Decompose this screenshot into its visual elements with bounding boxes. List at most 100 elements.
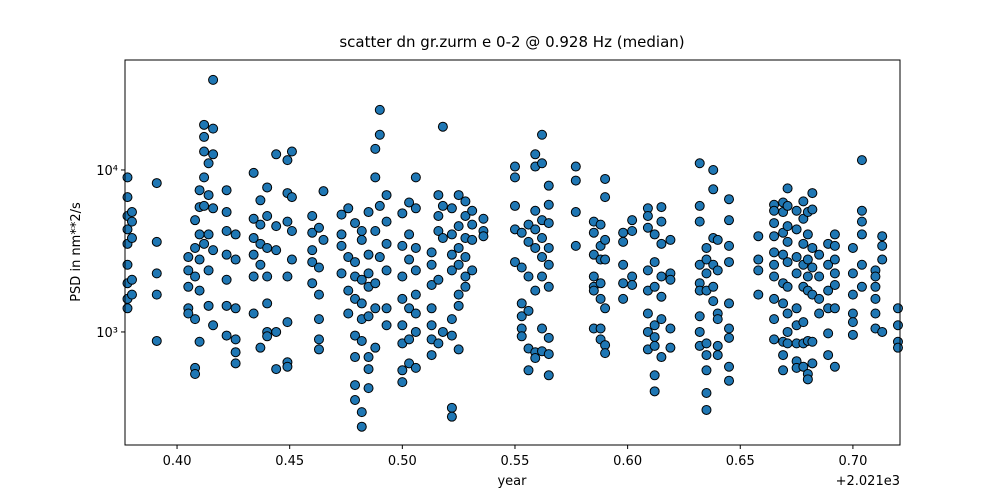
point bbox=[248, 233, 259, 244]
point bbox=[262, 210, 273, 221]
point bbox=[712, 350, 723, 361]
x-tick-label: 0.40 bbox=[163, 454, 192, 469]
point bbox=[724, 375, 735, 386]
point bbox=[712, 234, 723, 245]
point bbox=[778, 298, 789, 309]
point bbox=[588, 227, 599, 238]
point bbox=[829, 361, 840, 372]
point bbox=[426, 279, 437, 290]
point bbox=[814, 249, 825, 260]
point bbox=[453, 242, 464, 253]
point bbox=[190, 242, 201, 253]
point bbox=[829, 254, 840, 265]
point bbox=[478, 231, 489, 242]
point bbox=[656, 352, 667, 363]
point bbox=[221, 274, 232, 285]
point bbox=[363, 249, 374, 260]
point bbox=[343, 308, 354, 319]
point bbox=[350, 380, 361, 391]
point bbox=[410, 242, 421, 253]
point bbox=[649, 229, 660, 240]
point bbox=[516, 298, 527, 309]
point bbox=[656, 291, 667, 302]
point bbox=[618, 278, 629, 289]
point bbox=[194, 336, 205, 347]
point bbox=[627, 271, 638, 282]
point bbox=[523, 219, 534, 230]
point bbox=[248, 213, 259, 224]
point bbox=[724, 323, 735, 334]
x-offset-text: +2.021e3 bbox=[836, 474, 900, 489]
point bbox=[151, 335, 162, 346]
point bbox=[724, 298, 735, 309]
point bbox=[221, 249, 232, 260]
point bbox=[791, 303, 802, 314]
point bbox=[802, 374, 813, 385]
point bbox=[847, 329, 858, 340]
point bbox=[262, 271, 273, 282]
point bbox=[856, 216, 867, 227]
point bbox=[446, 330, 457, 341]
point bbox=[437, 233, 448, 244]
point bbox=[509, 257, 520, 268]
point bbox=[600, 348, 611, 359]
point bbox=[194, 185, 205, 196]
point bbox=[649, 257, 660, 268]
point bbox=[230, 254, 241, 265]
point bbox=[194, 285, 205, 296]
point bbox=[343, 203, 354, 214]
point bbox=[600, 254, 611, 265]
point bbox=[649, 370, 660, 381]
point bbox=[782, 183, 793, 194]
point bbox=[446, 265, 457, 276]
point bbox=[782, 326, 793, 337]
point bbox=[453, 259, 464, 270]
point bbox=[230, 229, 241, 240]
point bbox=[199, 146, 210, 157]
point bbox=[509, 172, 520, 183]
point bbox=[782, 338, 793, 349]
point bbox=[255, 342, 266, 353]
point bbox=[208, 320, 219, 331]
point bbox=[199, 200, 210, 211]
point bbox=[595, 278, 606, 289]
point bbox=[203, 158, 214, 169]
point bbox=[370, 226, 381, 237]
point bbox=[627, 226, 638, 237]
point bbox=[870, 293, 881, 304]
point bbox=[856, 281, 867, 292]
point bbox=[426, 303, 437, 314]
point bbox=[807, 358, 818, 369]
point bbox=[588, 249, 599, 260]
y-tick-label: 10⁴ bbox=[96, 164, 118, 179]
point bbox=[374, 252, 385, 263]
point bbox=[126, 207, 137, 218]
point bbox=[516, 331, 527, 342]
point bbox=[433, 226, 444, 237]
point bbox=[255, 219, 266, 230]
point bbox=[370, 303, 381, 314]
point bbox=[701, 387, 712, 398]
point bbox=[656, 202, 667, 213]
point bbox=[701, 338, 712, 349]
point bbox=[570, 240, 581, 251]
point bbox=[460, 252, 471, 263]
point bbox=[363, 364, 374, 375]
point bbox=[516, 311, 527, 322]
point bbox=[537, 271, 548, 282]
point bbox=[126, 216, 137, 227]
point bbox=[397, 240, 408, 251]
point bbox=[600, 192, 611, 203]
point bbox=[478, 213, 489, 224]
point bbox=[248, 308, 259, 319]
point bbox=[397, 293, 408, 304]
point bbox=[397, 271, 408, 282]
point bbox=[665, 323, 676, 334]
point bbox=[802, 254, 813, 265]
point bbox=[374, 104, 385, 115]
point bbox=[665, 274, 676, 285]
point bbox=[543, 370, 554, 381]
y-tick-label: 10³ bbox=[96, 326, 118, 341]
